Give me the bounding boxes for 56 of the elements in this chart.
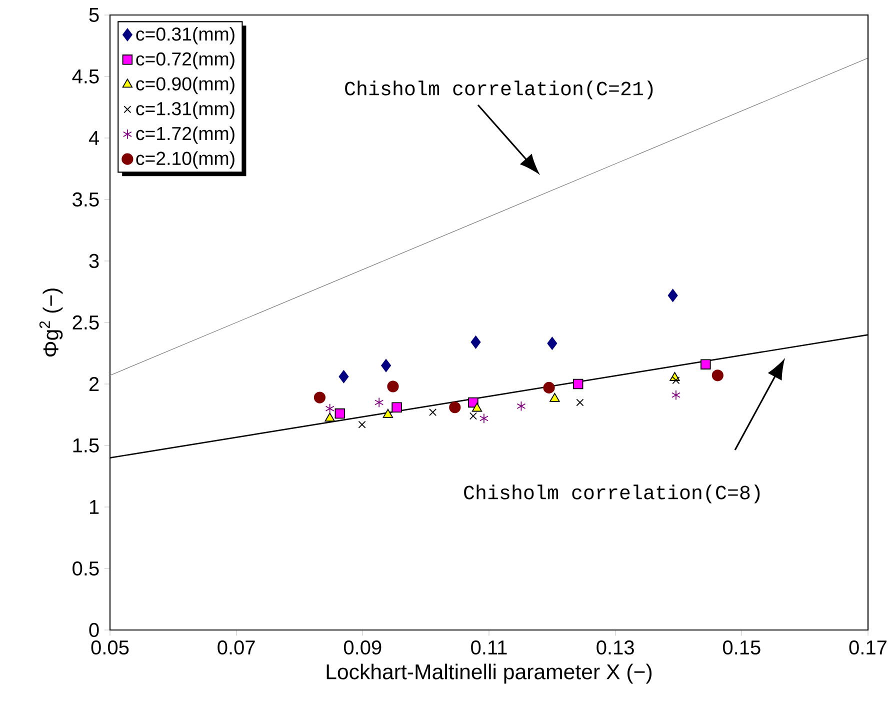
point bbox=[712, 370, 724, 382]
point bbox=[547, 336, 558, 350]
point bbox=[469, 412, 477, 420]
point bbox=[550, 392, 560, 402]
point bbox=[516, 401, 526, 412]
legend-label: c=1.31(mm) bbox=[136, 102, 234, 119]
legend-label: c=0.90(mm) bbox=[136, 76, 234, 94]
y-tick-label: 2 bbox=[89, 377, 99, 391]
y-tick-label: 3 bbox=[89, 254, 99, 268]
point bbox=[576, 398, 584, 406]
point bbox=[543, 382, 555, 394]
y-tick-label: 4 bbox=[88, 131, 100, 145]
point bbox=[470, 336, 481, 349]
y-tick-label: 1.5 bbox=[73, 438, 99, 452]
legend-label: c=1.72(mm) bbox=[136, 126, 234, 144]
point bbox=[387, 380, 399, 392]
x-tick-label: 0.15 bbox=[722, 640, 760, 655]
y-tick-label: 1 bbox=[90, 500, 99, 514]
point bbox=[382, 408, 394, 418]
point bbox=[668, 288, 678, 302]
point bbox=[314, 392, 326, 404]
y-tick-label: 4.5 bbox=[72, 70, 99, 84]
point bbox=[358, 420, 366, 428]
legend-label: c=2.10(mm) bbox=[136, 151, 234, 169]
point bbox=[479, 413, 488, 424]
point bbox=[700, 359, 711, 370]
legend-label: c=0.31(mm) bbox=[136, 27, 234, 44]
point bbox=[449, 402, 461, 414]
x-tick-label: 0.17 bbox=[849, 640, 886, 655]
point bbox=[429, 408, 437, 416]
point bbox=[672, 376, 680, 384]
point bbox=[374, 397, 384, 408]
x-axis-title: Lockhart-Maltinelli parameter X (−) bbox=[326, 664, 652, 684]
point bbox=[381, 359, 392, 372]
annotation: Chisholm correlation(C=21) bbox=[345, 80, 653, 100]
point bbox=[392, 402, 402, 413]
point bbox=[325, 403, 334, 414]
point bbox=[338, 370, 349, 384]
x-tick-label: 0.11 bbox=[471, 640, 507, 655]
x-tick-label: 0.13 bbox=[596, 640, 634, 655]
y-tick-label: 5 bbox=[89, 8, 99, 22]
legend-label: c=0.72(mm) bbox=[136, 52, 234, 70]
point bbox=[671, 390, 680, 400]
point bbox=[472, 402, 482, 412]
point bbox=[334, 408, 346, 419]
y-tick-label: 2.5 bbox=[72, 315, 99, 330]
y-tick-label: 0 bbox=[89, 622, 99, 638]
x-tick-label: 0.07 bbox=[218, 640, 255, 655]
annotation: Chisholm correlation(C=8) bbox=[464, 484, 760, 504]
point bbox=[324, 412, 335, 422]
point bbox=[572, 378, 584, 390]
y-tick-label: 0.5 bbox=[72, 561, 99, 576]
y-axis-title: Φg$^{2}$ (−) bbox=[39, 288, 63, 357]
y-tick-label: 3.5 bbox=[72, 192, 99, 207]
x-tick-label: 0.09 bbox=[344, 640, 382, 655]
x-tick-label: 0.05 bbox=[91, 640, 129, 655]
